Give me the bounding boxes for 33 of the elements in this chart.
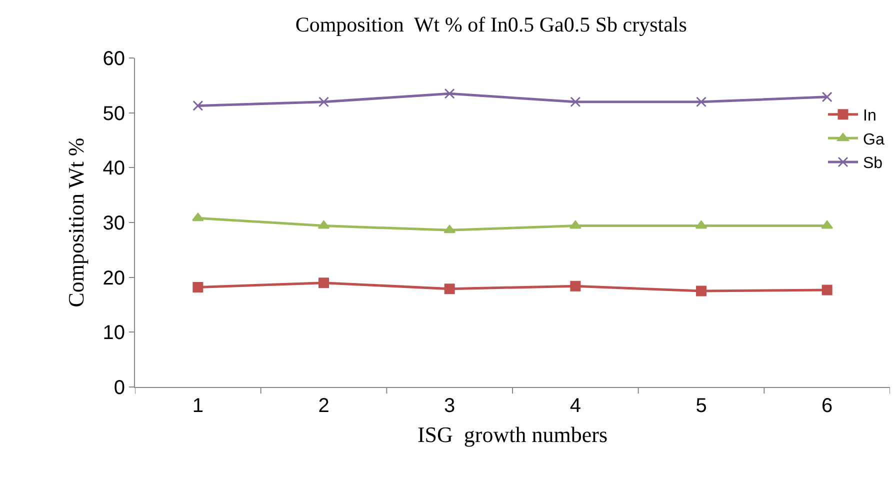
y-tick-label: 50 — [102, 102, 125, 125]
legend-label: In — [863, 108, 876, 125]
point — [318, 96, 329, 108]
point — [192, 100, 204, 111]
point — [192, 212, 204, 222]
legend-label: Sb — [863, 155, 883, 172]
legend-label: Ga — [863, 131, 884, 148]
point — [192, 282, 204, 292]
x-tick-label: 2 — [318, 395, 330, 417]
x-tick-label: 5 — [696, 395, 707, 417]
point — [822, 92, 832, 102]
chart-title: Composition Wt % of In0.5 Ga0.5 Sb crystals — [295, 12, 687, 36]
y-tick-label: 60 — [102, 48, 125, 70]
y-tick-label: 0 — [114, 377, 125, 399]
point — [822, 284, 832, 296]
x-tick-label: 4 — [570, 395, 581, 417]
y-tick-label: 20 — [102, 267, 125, 290]
point — [444, 224, 456, 234]
point — [318, 278, 329, 288]
point — [696, 96, 706, 108]
point — [696, 286, 706, 296]
y-tick-label: 30 — [102, 212, 125, 234]
x-tick-label: 3 — [444, 395, 456, 417]
point — [444, 284, 455, 294]
x-tick-label: 6 — [822, 395, 833, 417]
x-axis-title: ISG growth numbers — [417, 422, 608, 447]
y-tick-label: 10 — [102, 322, 125, 344]
y-axis-title: Composition Wt % — [64, 138, 89, 308]
x-tick-label: 1 — [192, 395, 204, 417]
point — [570, 96, 581, 108]
point — [570, 280, 581, 292]
y-tick-label: 40 — [102, 158, 125, 180]
point — [444, 88, 455, 99]
